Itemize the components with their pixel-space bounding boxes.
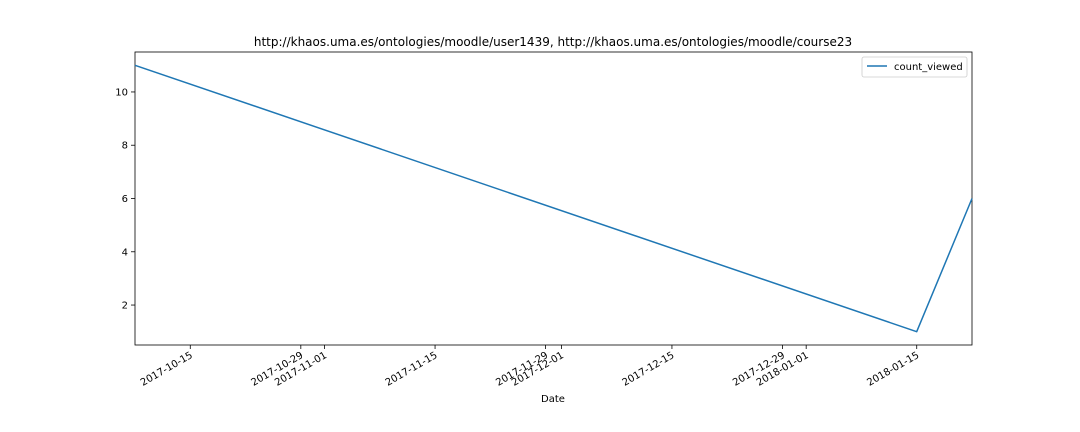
legend-label: count_viewed — [894, 62, 963, 73]
y-tick-label: 8 — [122, 141, 128, 152]
x-tick-label: 2017-11-15 — [384, 350, 440, 389]
legend: count_viewed — [861, 56, 968, 78]
x-axis-title: Date — [541, 394, 565, 405]
series-line — [134, 64, 973, 333]
x-tick-label: 2018-01-15 — [865, 350, 921, 389]
x-tick-label: 2017-10-15 — [139, 350, 195, 389]
y-axis: 2 4 6 8 10 — [115, 87, 135, 312]
y-tick-label: 2 — [122, 301, 128, 312]
y-tick-label: 6 — [122, 194, 128, 205]
y-tick-label: 4 — [122, 247, 128, 258]
chart-title: http://khaos.uma.es/ontologies/moodle/us… — [254, 35, 852, 49]
plot-frame — [134, 51, 973, 346]
series-layer — [134, 64, 973, 333]
legend-box — [861, 56, 968, 78]
y-tick-label: 10 — [115, 87, 128, 98]
x-tick-label: 2017-12-15 — [621, 350, 677, 389]
